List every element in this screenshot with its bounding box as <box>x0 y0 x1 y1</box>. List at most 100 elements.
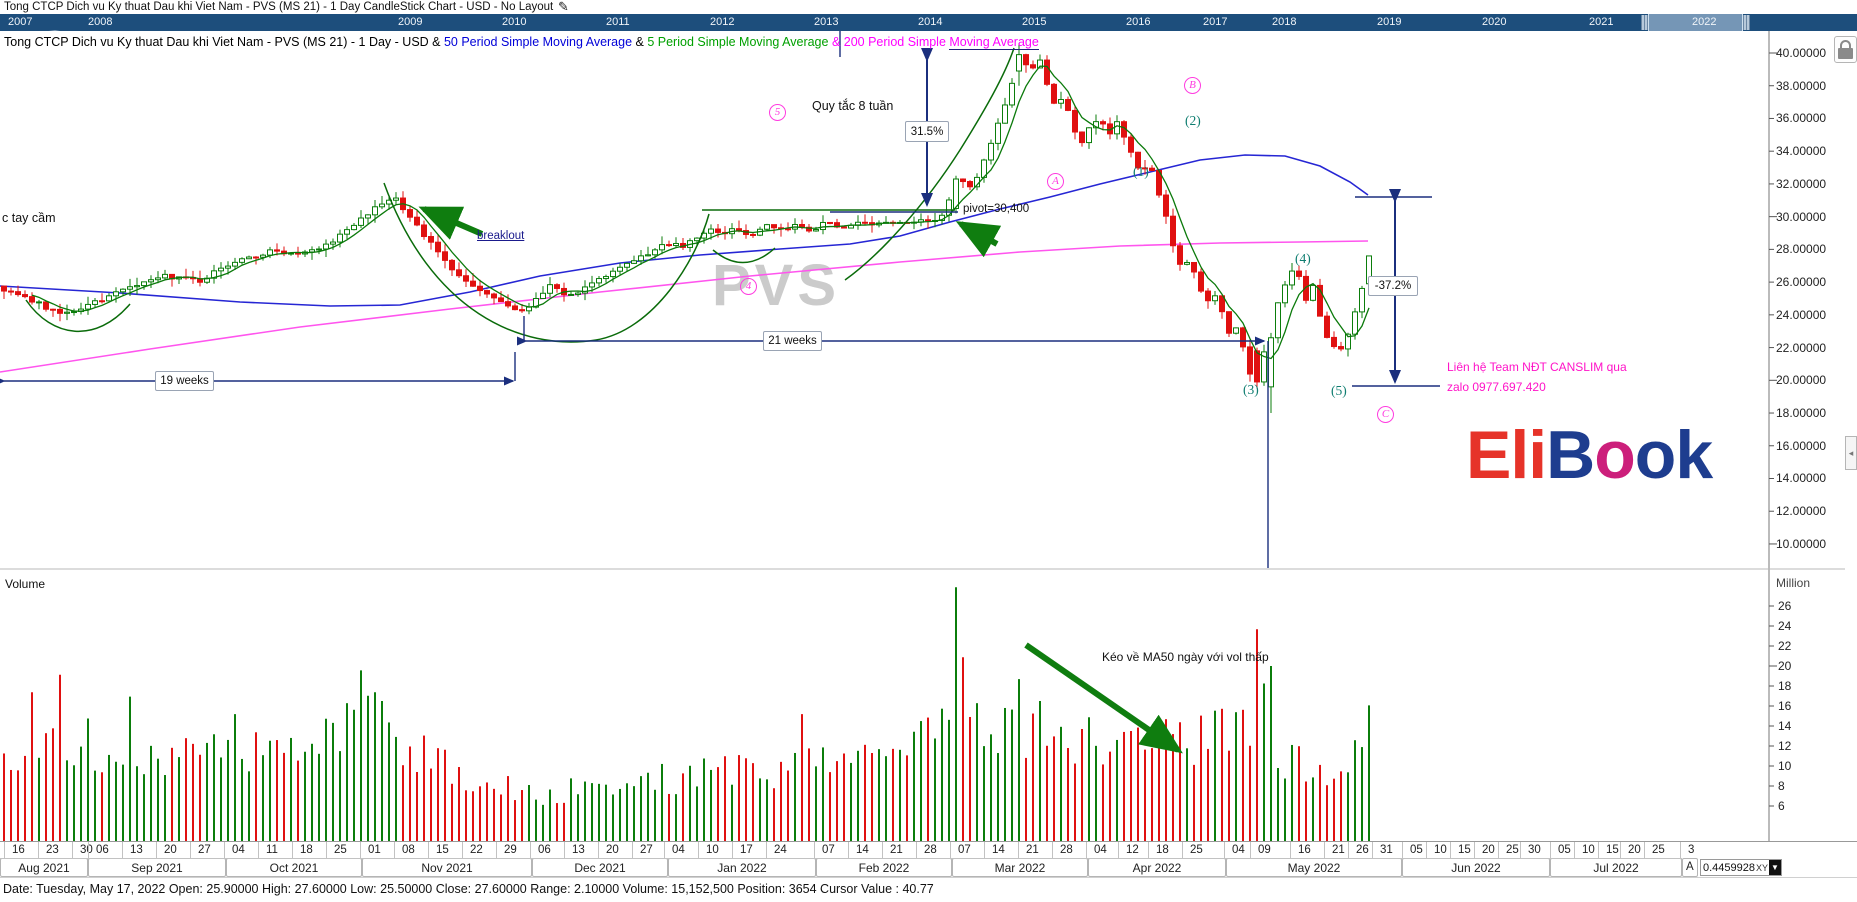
day-separator-7 <box>224 842 225 858</box>
day-separator-45 <box>1474 842 1475 858</box>
wave-count-label-5: (5) <box>1331 383 1347 398</box>
month-cell-Apr-2022: Apr 2022 <box>1088 858 1226 877</box>
month-cell-Oct-2021: Oct 2021 <box>226 858 362 877</box>
volume-tick-26: 26 <box>1778 599 1792 613</box>
navigator-handle-right[interactable] <box>1743 15 1750 30</box>
volume-tick-6: 6 <box>1778 799 1785 813</box>
month-cell-a <box>1682 858 1698 877</box>
volume-tick-12: 12 <box>1778 739 1792 753</box>
contact-note-line2: zalo 0977.697.420 <box>1447 380 1546 394</box>
day-separator-38 <box>1290 842 1291 858</box>
price-tick-28.00000: 28.00000 <box>1776 242 1827 257</box>
day-separator-14 <box>462 842 463 858</box>
edit-pencil-icon[interactable]: ✎ <box>558 0 569 14</box>
navigator-year-2008: 2008 <box>88 16 113 28</box>
day-separator-19 <box>632 842 633 858</box>
day-separator-12 <box>394 842 395 858</box>
day-separator-40 <box>1348 842 1349 858</box>
day-tick-14: 22 <box>470 844 483 856</box>
day-tick-49: 10 <box>1582 844 1595 856</box>
day-separator-34 <box>1148 842 1149 858</box>
day-separator-22 <box>732 842 733 858</box>
day-separator-6 <box>190 842 191 858</box>
day-separator-41 <box>1372 842 1373 858</box>
price-tick-40.00000: 40.00000 <box>1776 46 1827 60</box>
price-tick-16.00000: 16.00000 <box>1776 438 1827 453</box>
day-tick-39: 21 <box>1332 844 1345 856</box>
day-tick-16: 06 <box>538 844 551 856</box>
wave-circle-label-B: B <box>1184 77 1201 94</box>
day-tick-17: 13 <box>572 844 585 856</box>
navigator-year-2022: 2022 <box>1692 16 1717 28</box>
day-separator-11 <box>360 842 361 858</box>
day-separator-46 <box>1498 842 1499 858</box>
navigator-handle-left[interactable] <box>1641 15 1648 30</box>
navigator-year-2018: 2018 <box>1272 16 1297 28</box>
day-tick-36: 04 <box>1232 844 1245 856</box>
day-tick-18: 20 <box>606 844 619 856</box>
price-tick-34.00000: 34.00000 <box>1776 144 1827 159</box>
day-tick-1: 23 <box>46 844 59 856</box>
day-separator-27 <box>916 842 917 858</box>
logo-o2: o <box>1634 417 1677 493</box>
day-tick-30: 21 <box>1026 844 1039 856</box>
logo-b: B <box>1546 417 1595 493</box>
day-tick-32: 04 <box>1094 844 1107 856</box>
day-tick-41: 31 <box>1380 844 1393 856</box>
logo-k: k <box>1675 417 1713 493</box>
window-title: Tong CTCP Dich vu Ky thuat Dau khi Viet … <box>4 1 554 13</box>
title-bar: Tong CTCP Dich vu Ky thuat Dau khi Viet … <box>0 0 1857 14</box>
xy-dropdown-button[interactable]: ▼ <box>1769 860 1781 875</box>
weeks-21-label: 21 weeks <box>763 331 822 351</box>
day-tick-13: 15 <box>436 844 449 856</box>
price-tick-32.00000: 32.00000 <box>1776 176 1827 191</box>
day-tick-8: 11 <box>266 844 278 856</box>
day-separator-10 <box>326 842 327 858</box>
xy-coordinate-widget[interactable]: 0.4459928 XY ▼ <box>1700 859 1782 876</box>
day-separator-48 <box>1550 842 1551 858</box>
status-bar-text: Date: Tuesday, May 17, 2022 Open: 25.900… <box>3 882 934 896</box>
wave-circle-label-5: 5 <box>769 104 786 121</box>
xy-value: 0.4459928 <box>1703 861 1755 874</box>
day-separator-20 <box>664 842 665 858</box>
wave-count-label-1: (1) <box>1133 164 1149 179</box>
navigator-year-2015: 2015 <box>1022 16 1047 28</box>
elibook-logo: EliBook <box>1466 416 1713 494</box>
day-separator-2 <box>72 842 73 858</box>
day-separator-26 <box>882 842 883 858</box>
day-tick-38: 16 <box>1298 844 1311 856</box>
day-tick-31: 28 <box>1060 844 1073 856</box>
day-separator-21 <box>698 842 699 858</box>
day-tick-52: 25 <box>1652 844 1665 856</box>
timeline-navigator[interactable]: 2007 2008 2009 2010 2011 2012 2013 2014 2015 2016… <box>0 14 1857 31</box>
navigator-year-2019: 2019 <box>1377 16 1402 28</box>
price-tick-38.00000: 38.00000 <box>1776 78 1827 93</box>
day-tick-20: 04 <box>672 844 685 856</box>
logo-o1: o <box>1594 417 1636 493</box>
day-separator-18 <box>598 842 599 858</box>
navigator-year-2009: 2009 <box>398 16 423 28</box>
lock-icon[interactable] <box>1834 36 1857 63</box>
day-tick-4: 13 <box>130 844 143 856</box>
day-tick-50: 15 <box>1606 844 1619 856</box>
month-cell-Dec-2021: Dec 2021 <box>532 858 668 877</box>
month-cell-Aug-2021: Aug 2021 <box>0 858 88 877</box>
day-tick-5: 20 <box>164 844 177 856</box>
day-separator-29 <box>984 842 985 858</box>
xy-label: XY <box>1755 862 1768 873</box>
day-separator-47 <box>1520 842 1521 858</box>
day-separator-28 <box>950 842 951 858</box>
day-separator-9 <box>292 842 293 858</box>
day-separator-51 <box>1620 842 1621 858</box>
day-separator-16 <box>530 842 531 858</box>
day-tick-26: 21 <box>890 844 903 856</box>
day-tick-37: 09 <box>1258 844 1271 856</box>
day-separator-15 <box>496 842 497 858</box>
collapse-panel-arrow-icon[interactable]: ◂ <box>1845 436 1857 470</box>
axis-row-sep <box>0 858 1682 859</box>
chart-title-segment-0: Tong CTCP Dich vu Ky thuat Dau khi Viet … <box>4 35 444 49</box>
wave-count-label-3: (3) <box>1243 382 1259 397</box>
weeks-19-label: 19 weeks <box>155 371 214 391</box>
navigator-selection-range[interactable] <box>1648 14 1743 31</box>
day-separator-13 <box>428 842 429 858</box>
